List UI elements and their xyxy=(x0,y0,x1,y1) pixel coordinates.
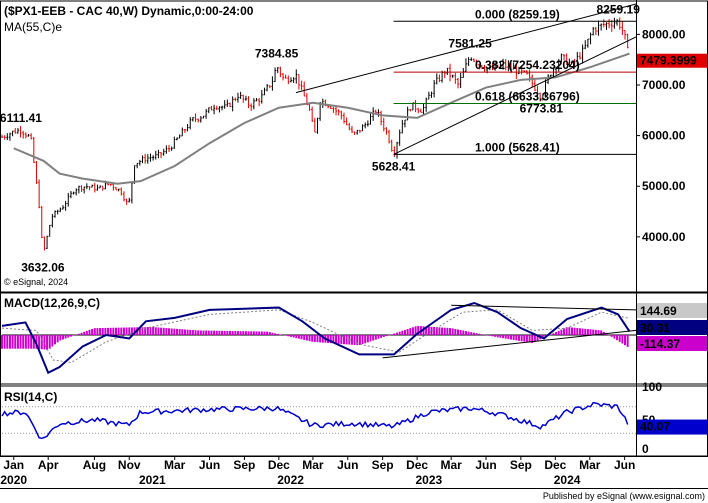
ma-legend: MA(55,C)e xyxy=(4,20,62,34)
price-tick-label: 7000.00 xyxy=(642,78,686,92)
fib-level-label: 1.000 (5628.41) xyxy=(475,140,560,154)
peak-label: 7384.85 xyxy=(255,47,299,61)
price-tick-label: 5000.00 xyxy=(642,179,686,193)
fib-level-label: 0.382 (7254.23204) xyxy=(475,58,580,72)
macd-signal-line xyxy=(1,309,630,363)
peak-label: 6773.81 xyxy=(520,101,564,115)
date-month-label: Mar xyxy=(302,458,324,472)
copyright-label: © eSignal, 2024 xyxy=(4,277,68,287)
fib-level-label: 0.618 (6633.36796) xyxy=(475,90,580,104)
date-month-label: Jun xyxy=(199,458,220,472)
date-month-label: Dec xyxy=(268,458,290,472)
last-price-tag xyxy=(637,53,707,68)
date-month-label: Mar xyxy=(579,458,601,472)
macd-value-tag xyxy=(637,336,707,351)
peak-label: 5628.41 xyxy=(372,159,416,173)
date-month-label: Apr xyxy=(38,458,59,472)
date-month-label: Aug xyxy=(83,458,106,472)
price-trendline xyxy=(295,3,637,94)
macd-value-label: 30.31 xyxy=(640,321,670,335)
date-month-label: Sep xyxy=(372,458,394,472)
date-month-label: Jun xyxy=(337,458,358,472)
peak-label: 6111.41 xyxy=(0,111,42,125)
peak-label: 3632.06 xyxy=(21,260,65,274)
fib-level-label: 0.000 (8259.19) xyxy=(475,7,560,21)
rsi-line xyxy=(1,401,629,440)
macd-value-tag xyxy=(637,320,707,335)
peak-label: 7581.25 xyxy=(448,37,492,51)
date-year-label: 2022 xyxy=(277,473,304,487)
price-tick-label: 8000.00 xyxy=(642,27,686,41)
chart-title: ($PX1-EEB - CAC 40,W) Dynamic,0:00-24:00 xyxy=(4,4,254,18)
rsi-value-tag xyxy=(637,419,707,435)
price-tick-label: 6000.00 xyxy=(642,129,686,143)
date-month-label: Jun xyxy=(475,458,496,472)
date-month-label: Mar xyxy=(441,458,463,472)
macd-title: MACD(12,26,9,C) xyxy=(4,296,100,310)
macd-trendline xyxy=(451,304,637,311)
price-tick-label: 4000.00 xyxy=(642,230,686,244)
macd-value-tag xyxy=(637,303,707,318)
date-month-label: Sep xyxy=(233,458,255,472)
rsi-tick-label: 100 xyxy=(642,380,662,394)
macd-line xyxy=(1,301,631,375)
date-month-label: Dec xyxy=(544,458,566,472)
date-month-label: Dec xyxy=(406,458,428,472)
macd-value-label: -114.37 xyxy=(640,337,680,351)
ma-55-line xyxy=(13,52,630,185)
date-month-label: Jan xyxy=(3,458,24,472)
rsi-tick-label: 0 xyxy=(642,442,649,456)
footer-publisher: Published by eSignal (www.esignal.com) xyxy=(543,491,705,501)
peak-label: 8259.19 xyxy=(597,2,641,16)
macd-trendline xyxy=(382,329,637,359)
date-month-label: Nov xyxy=(118,458,141,472)
rsi-title: RSI(14,C) xyxy=(4,390,57,404)
date-month-label: Jun xyxy=(614,458,635,472)
date-year-label: 2020 xyxy=(0,473,27,487)
rsi-value-label: 40.07 xyxy=(640,420,670,434)
date-month-label: Sep xyxy=(510,458,532,472)
date-month-label: Mar xyxy=(164,458,186,472)
last-price-label: 7479.3999 xyxy=(640,54,697,68)
date-year-label: 2023 xyxy=(415,473,442,487)
date-year-label: 2021 xyxy=(139,473,166,487)
price-trendline xyxy=(393,36,637,155)
date-year-label: 2024 xyxy=(554,473,581,487)
macd-value-label: 144.69 xyxy=(640,304,677,318)
